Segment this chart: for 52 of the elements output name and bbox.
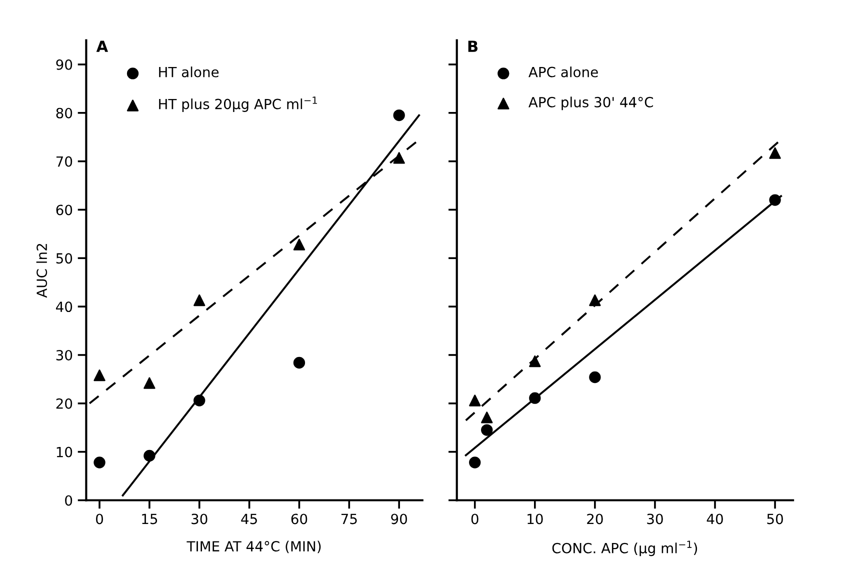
point: [144, 450, 156, 462]
y-tick-label: 80: [56, 108, 72, 118]
x-tick-label: 20: [587, 514, 603, 524]
point: [589, 294, 601, 306]
y-tick-label: 70: [56, 156, 72, 167]
y-tick-label: 90: [56, 59, 72, 70]
x-tick-label: 0: [96, 514, 104, 524]
x-tick-label: 40: [706, 514, 723, 524]
point: [94, 369, 106, 382]
point: [194, 394, 206, 406]
legend-label: APC plus 30' 44°C: [528, 96, 654, 110]
point: [293, 238, 306, 250]
annotation: A: [96, 40, 108, 52]
point: [469, 456, 481, 468]
x-tick-label: 10: [528, 514, 543, 524]
x-tick-label: 60: [291, 514, 308, 524]
point: [481, 412, 493, 424]
y-tick-label: 30: [56, 350, 72, 360]
point: [529, 392, 541, 404]
x-tick-label: 30: [647, 514, 663, 524]
y-tick-label: 60: [56, 204, 72, 216]
point: [94, 456, 106, 468]
y-tick-label: 40: [56, 302, 72, 312]
legend-label: HT alone: [159, 66, 219, 78]
legend-label: APC alone: [528, 66, 598, 78]
point: [589, 371, 601, 384]
x-tick-label: 0: [471, 514, 478, 524]
point: [393, 109, 405, 122]
x-tick-label: 30: [192, 514, 208, 524]
point: [481, 424, 493, 436]
x-tick-label: 45: [241, 514, 257, 524]
x-tick-label: 90: [391, 514, 407, 524]
point: [293, 356, 306, 369]
x-axis-title: CONC. APC (μg ml$^{−1}$): [552, 540, 698, 556]
y-tick-label: 20: [56, 398, 72, 409]
x-tick-label: 15: [142, 514, 158, 524]
point: [769, 147, 781, 159]
point: [469, 394, 481, 406]
point: [529, 355, 541, 368]
y-tick-label: 50: [56, 253, 72, 264]
y-axis-title: AUC ln2: [36, 244, 48, 298]
point: [144, 377, 156, 389]
x-tick-label: 75: [341, 514, 357, 524]
x-tick-label: 50: [767, 514, 783, 524]
y-tick-label: 10: [56, 446, 72, 458]
legend-label: HT plus 20μg APC ml$^{−1}$: [159, 96, 317, 112]
point: [194, 294, 206, 306]
point: [769, 194, 781, 206]
annotation: B: [468, 40, 478, 52]
y-tick-label: 0: [65, 495, 72, 506]
point: [393, 152, 405, 164]
x-axis-title: TIME AT 44°C (MIN): [186, 540, 321, 554]
